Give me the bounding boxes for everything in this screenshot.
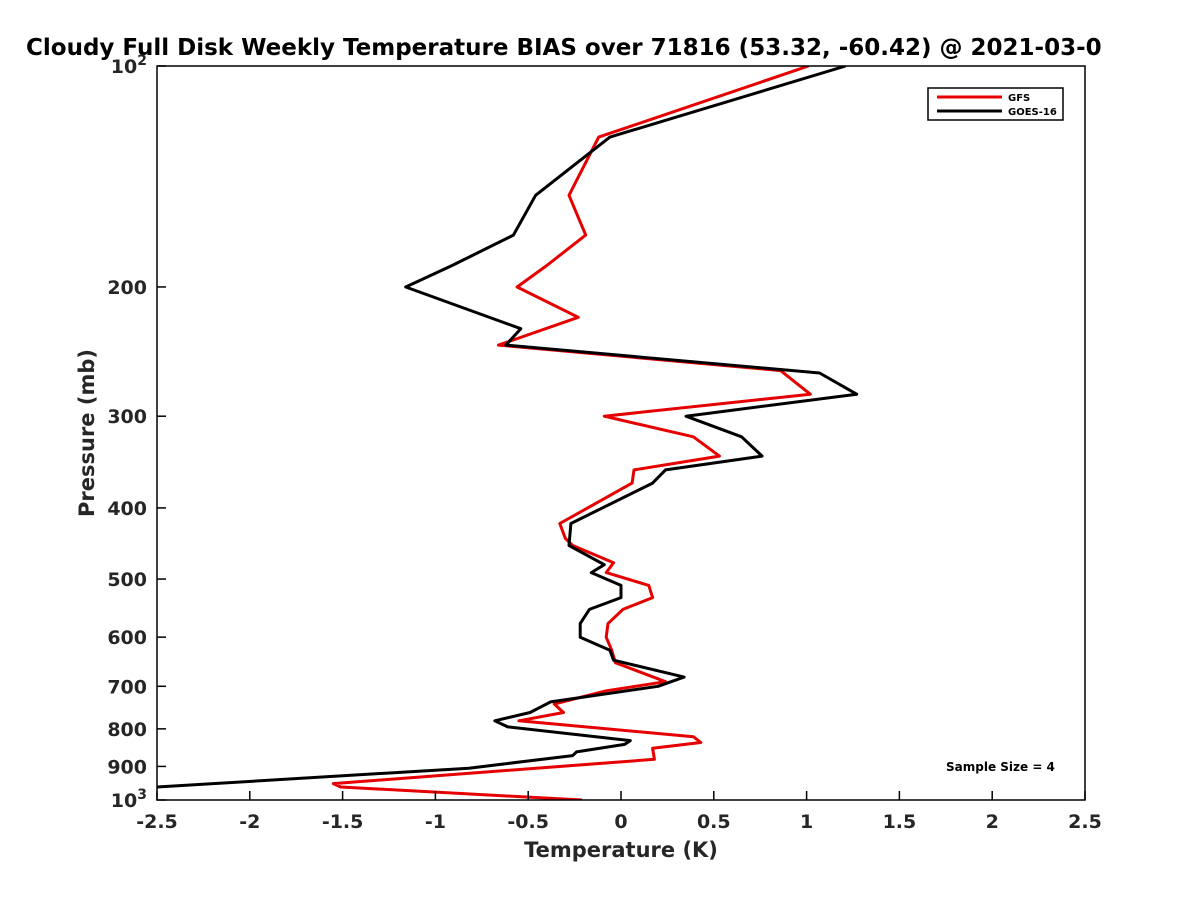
y-axis-ticks: 102 200 300 400 500 600 700 800 900 103 (107, 53, 166, 812)
y-tick-label: 400 (107, 498, 147, 520)
y-tick-label: 103 (111, 787, 147, 812)
y-axis-label: Pressure (mb) (75, 349, 99, 517)
x-tick-label: -2 (239, 811, 260, 833)
legend-box (927, 87, 1064, 121)
y-tick-label: 800 (107, 719, 147, 741)
x-tick-label: -0.5 (507, 811, 549, 833)
sample-size-annotation: Sample Size = 4 (946, 760, 1055, 774)
x-tick-label: 1.5 (883, 811, 917, 833)
x-tick-label: -2.5 (136, 811, 178, 833)
y-tick-label: 102 (111, 53, 147, 78)
x-tick-label: 2 (986, 811, 999, 833)
y-tick-label: 600 (107, 627, 147, 649)
y-tick-label: 200 (107, 277, 147, 299)
y-tick-label: 500 (107, 569, 147, 591)
x-axis-label: Temperature (K) (524, 838, 718, 862)
x-tick-label: 0.5 (697, 811, 731, 833)
x-tick-label: -1 (425, 811, 446, 833)
y-tick-label: 300 (107, 406, 147, 428)
y-tick-label: 700 (107, 676, 147, 698)
y-tick-label: 900 (107, 756, 147, 778)
chart-title: Cloudy Full Disk Weekly Temperature BIAS… (26, 35, 1102, 61)
series-line-goes-16 (157, 66, 859, 789)
series-line-gfs (331, 66, 812, 800)
legend-label-gfs: GFS (1008, 93, 1030, 104)
x-axis-ticks: -2.5 -2 -1.5 -1 -0.5 0 0.5 1 1.5 2 2.5 (136, 791, 1102, 833)
plot-lines (157, 66, 859, 800)
x-tick-label: 0 (614, 811, 627, 833)
x-tick-label: -1.5 (322, 811, 364, 833)
legend-label-goes16: GOES-16 (1008, 107, 1057, 118)
x-tick-label: 1 (800, 811, 813, 833)
legend: GFS GOES-16 (927, 87, 1064, 121)
x-tick-label: 2.5 (1068, 811, 1102, 833)
